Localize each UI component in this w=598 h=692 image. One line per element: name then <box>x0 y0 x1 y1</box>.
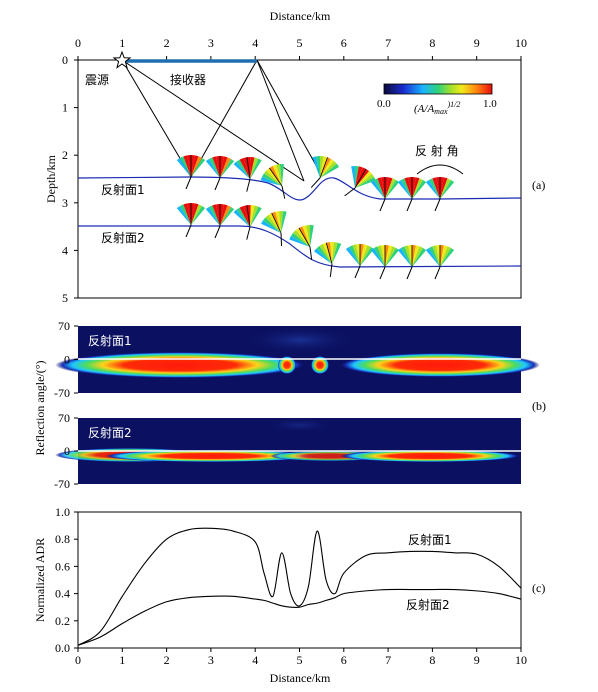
reflector-2 <box>78 225 522 268</box>
x-tick-label: 0 <box>75 36 81 50</box>
image-2-title: 反射面2 <box>88 425 132 440</box>
illumination-fan <box>233 157 262 192</box>
illumination-fan <box>289 224 314 260</box>
illumination-fan <box>176 155 206 190</box>
x-tick-label: 0 <box>75 653 81 667</box>
ray-path <box>121 59 305 182</box>
panel-c-frame <box>77 511 522 649</box>
x-tick-label: 2 <box>164 653 170 667</box>
illumination-fan <box>344 165 376 197</box>
y-tick-label: 0.6 <box>55 559 70 573</box>
series-2-label: 反射面2 <box>406 597 450 612</box>
y-tick-label: 70 <box>58 319 70 333</box>
ray-path <box>256 59 323 177</box>
x-tick-label: 8 <box>429 653 435 667</box>
illumination-fan <box>397 177 427 212</box>
illumination-fan <box>397 245 427 280</box>
receiver-label: 接收器 <box>170 72 206 87</box>
x-tick-label: 5 <box>297 653 303 667</box>
illumination-fan <box>425 245 455 280</box>
illumination-fan <box>260 163 286 199</box>
x-tick-label: 3 <box>208 653 214 667</box>
y-tick-label: 5 <box>62 291 68 305</box>
panel-b-label: (b) <box>532 399 546 413</box>
y-tick-label: 0 <box>64 444 70 458</box>
series-1-label: 反射面1 <box>408 532 452 547</box>
image-1-title: 反射面1 <box>88 333 132 348</box>
panel-a-frame <box>77 59 522 299</box>
reflection-angle-label: 反 射 角 <box>415 143 459 158</box>
panel-a-x-axis-title: Distance/km <box>270 9 331 23</box>
x-tick-label: 7 <box>385 653 391 667</box>
x-tick-label: 9 <box>474 36 480 50</box>
reflector-1-label: 反射面1 <box>101 182 145 197</box>
y-tick-label: 0 <box>62 53 68 67</box>
x-tick-label: 5 <box>297 36 303 50</box>
y-tick-label: 70 <box>58 411 70 425</box>
source-star-icon <box>112 50 132 69</box>
panel-c-x-axis-title: Distance/km <box>270 671 331 685</box>
x-tick-label: 6 <box>341 653 347 667</box>
panel-b: Reflection angle/(°) (b) 反射面1 70 0 -70 反射面… <box>33 319 546 491</box>
illumination-fan <box>176 203 206 238</box>
colorbar-min-label: 0.0 <box>377 98 391 110</box>
y-tick-label: 0 <box>64 353 70 367</box>
reflection-angle-image-1: 反射面1 <box>55 326 540 393</box>
x-tick-label: 4 <box>252 653 258 667</box>
panel-a: Distance/km 0 1 2 3 4 5 6 7 8 9 10 0 1 2 3 4 5 Depth/km… <box>44 9 545 305</box>
y-tick-label: -70 <box>54 386 70 400</box>
y-tick-label: 0.0 <box>55 641 70 655</box>
illumination-fan <box>310 156 340 188</box>
y-tick-label: -70 <box>54 477 70 491</box>
x-tick-label: 6 <box>341 36 347 50</box>
panel-c-label: (c) <box>532 581 545 595</box>
illumination-fan <box>370 245 400 280</box>
illumination-fan <box>425 177 455 212</box>
y-tick-label: 3 <box>62 196 68 210</box>
illumination-fan <box>345 244 375 279</box>
y-tick-label: 1.0 <box>55 505 70 519</box>
illumination-fan <box>233 205 262 240</box>
y-tick-label: 4 <box>62 243 68 257</box>
x-tick-label: 10 <box>515 36 527 50</box>
x-tick-label: 10 <box>515 653 527 667</box>
x-tick-label: 8 <box>429 36 435 50</box>
x-tick-label: 1 <box>119 653 125 667</box>
illumination-fan <box>261 211 287 247</box>
x-tick-label: 4 <box>252 36 258 50</box>
x-tick-label: 2 <box>164 36 170 50</box>
illumination-fan <box>313 242 342 277</box>
y-tick-label: 2 <box>62 148 68 162</box>
panel-a-y-axis-title: Depth/km <box>44 154 58 203</box>
y-tick-label: 0.2 <box>55 614 70 628</box>
ray-path <box>190 59 258 178</box>
panel-c-y-axis-title: Normalized ADR <box>33 538 47 622</box>
y-tick-label: 1 <box>62 101 68 115</box>
ray-path <box>121 59 192 178</box>
y-tick-label: 0.4 <box>55 587 70 601</box>
x-tick-label: 1 <box>119 36 125 50</box>
colorbar-title: (A/Amax)1/2 <box>414 100 460 116</box>
x-tick-label: 7 <box>385 36 391 50</box>
series-line-1 <box>77 527 522 646</box>
reflection-angle-image-2: 反射面2 <box>55 417 521 484</box>
reflector-1 <box>77 176 522 201</box>
illumination-fan <box>205 156 235 191</box>
panel-a-label: (a) <box>532 178 545 192</box>
reflection-angle-arc <box>416 164 464 175</box>
panel-c: 0 1 2 3 4 5 6 7 8 9 10 0.0 0.2 0.4 0.6 0.8 1.0 Distance… <box>33 505 545 685</box>
illumination-fan <box>205 204 235 239</box>
colorbar <box>383 83 493 95</box>
x-tick-label: 9 <box>474 653 480 667</box>
ray-paths <box>121 59 323 182</box>
ray-path <box>256 59 305 182</box>
x-tick-label: 3 <box>208 36 214 50</box>
reflector-2-label: 反射面2 <box>101 230 145 245</box>
series-line-2 <box>77 588 522 646</box>
illumination-fan <box>370 177 400 212</box>
y-tick-label: 0.8 <box>55 532 70 546</box>
colorbar-max-label: 1.0 <box>483 98 497 110</box>
panel-b-y-axis-title: Reflection angle/(°) <box>33 360 47 455</box>
source-label: 震源 <box>85 73 109 87</box>
